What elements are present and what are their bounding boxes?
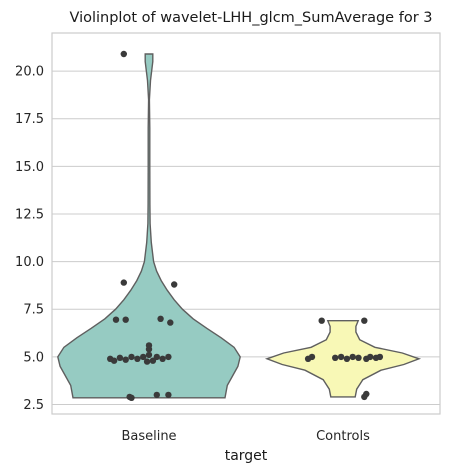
y-tick-labels: 2.5 5.0 7.5 10.0 12.5 15.0 17.5 20.0 xyxy=(15,65,44,413)
strip-points xyxy=(107,50,384,401)
data-point xyxy=(367,353,374,361)
data-point xyxy=(153,353,160,361)
y-tick-label: 20.0 xyxy=(15,65,44,80)
y-tick-label: 7.5 xyxy=(23,303,44,318)
data-point xyxy=(128,394,135,401)
data-point xyxy=(110,357,118,364)
data-point xyxy=(349,353,356,361)
data-point xyxy=(145,351,153,359)
data-point xyxy=(332,354,339,361)
chart-title: Violinplot of wavelet-LHH_glcm_SumAverag… xyxy=(69,10,432,26)
data-point xyxy=(159,355,166,362)
data-point xyxy=(355,354,362,361)
data-point xyxy=(143,358,151,365)
x-tick-label: Baseline xyxy=(121,429,176,444)
data-point xyxy=(318,317,325,324)
data-point xyxy=(153,391,160,399)
data-point xyxy=(140,353,147,361)
data-point xyxy=(157,315,164,322)
data-point xyxy=(361,317,368,324)
data-point xyxy=(167,319,174,326)
violins xyxy=(57,53,422,399)
y-tick-label: 12.5 xyxy=(15,207,44,222)
y-tick-label: 10.0 xyxy=(15,255,44,270)
data-point xyxy=(171,281,178,288)
data-point xyxy=(363,390,370,398)
data-point xyxy=(128,353,135,361)
data-point xyxy=(343,355,351,362)
data-point xyxy=(165,391,172,399)
data-point xyxy=(120,50,128,58)
y-tick-label: 17.5 xyxy=(15,112,44,127)
plot-frame xyxy=(51,32,441,415)
data-point xyxy=(112,316,120,323)
y-tick-label: 15.0 xyxy=(15,160,44,175)
x-axis-label: target xyxy=(225,448,268,464)
y-tick-label: 2.5 xyxy=(23,398,44,413)
data-point xyxy=(116,354,124,361)
data-point xyxy=(122,316,129,323)
data-point xyxy=(122,356,129,363)
violin-baseline xyxy=(57,53,241,399)
data-point xyxy=(134,355,141,362)
data-point xyxy=(337,353,345,361)
data-point xyxy=(376,353,384,361)
data-point xyxy=(145,342,153,349)
data-point xyxy=(120,279,128,286)
x-tick-labels: Baseline Controls xyxy=(121,429,370,444)
data-point xyxy=(308,353,316,361)
data-point xyxy=(165,353,172,361)
y-tick-label: 5.0 xyxy=(23,350,44,365)
x-tick-label: Controls xyxy=(316,429,370,444)
